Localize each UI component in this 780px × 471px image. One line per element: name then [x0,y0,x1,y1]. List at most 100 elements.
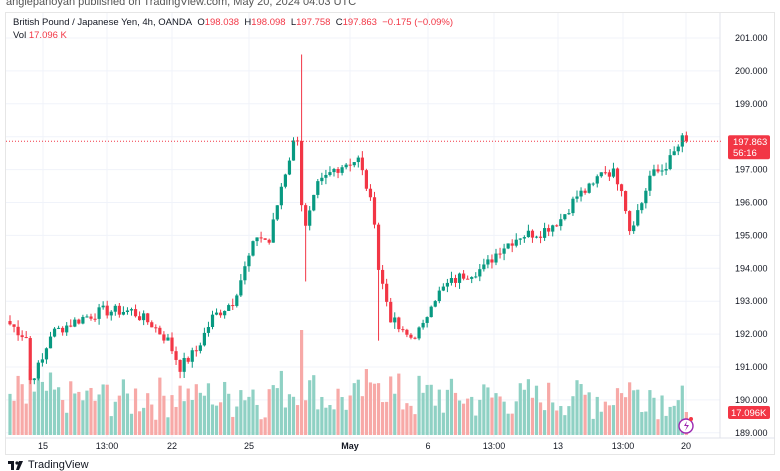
volume-bar [486,387,490,435]
candle-body [73,319,77,327]
time-tick-label: 13:00 [612,441,635,451]
candle-body [12,324,16,327]
candle-body [603,172,607,174]
candle-body [372,197,377,225]
candle-body [150,322,154,328]
volume-bar [401,409,405,435]
volume-bar [69,381,73,435]
candle-body [672,151,676,156]
candle-body [502,248,506,254]
volume-bar [664,415,668,435]
candle-body [142,313,146,321]
symbol-title[interactable]: British Pound / Japanese Yen, 4h, OANDA [13,17,193,28]
last-price-tag [728,135,770,160]
volume-bar [28,369,32,435]
candle-body [619,184,624,192]
volume-bar [648,390,652,435]
volume-bar [316,409,320,435]
notification-dot-icon [689,417,693,421]
volume-bar [628,382,632,435]
candle-body [385,283,389,302]
candle-body [32,378,36,381]
candle-body [251,241,255,256]
volume-bar [425,384,429,435]
volume-bar [117,395,121,435]
candle-body [320,177,324,182]
candle-body [275,205,279,220]
candle-body [344,164,348,168]
candle-body [129,309,134,311]
candle-body [490,259,494,263]
volume-bar [267,389,271,435]
volume-bar [579,384,583,435]
candle-body [457,273,462,283]
volume-bar [385,401,389,435]
volume-bar [324,407,328,435]
time-tick-label: 20 [681,441,691,451]
volume-bar [575,380,579,435]
candle-body [680,135,684,147]
volume-bar [332,409,336,435]
volume-bar [57,387,61,435]
volume-bar [251,389,255,435]
close-value: 197.863 [342,17,377,28]
candle-body [194,350,198,352]
candle-body [48,336,53,349]
candle-body [312,194,316,211]
time-tick-label: 22 [167,441,177,451]
candle-body [506,243,510,249]
volume-bar [328,405,332,435]
volume-bar [194,384,198,435]
volume-bar [559,406,563,435]
volume-bar [308,380,312,435]
candle-body [202,332,206,346]
candle-body [494,253,498,263]
candle-body [611,168,616,177]
volume-bar [300,330,304,435]
candle-body [397,317,401,330]
candle-body [555,225,559,227]
candle-body [421,322,425,328]
volume-bar [166,417,170,435]
candle-body [567,213,571,215]
volume-bar [636,389,640,435]
volume-bar [348,395,352,435]
candle-body [660,170,664,172]
volume-bar [352,383,356,435]
volume-bar [231,416,235,435]
volume-bar [466,398,470,435]
volume-bar [52,389,57,435]
volume-bar [376,383,381,435]
candle-body [470,277,474,279]
volume-bar [506,413,510,435]
price-tick-label: 197.000 [735,165,768,175]
volume-bar [271,385,275,435]
volume-bar [360,396,364,435]
volume-bar [490,397,494,435]
candle-body [174,351,178,360]
publisher-line: anglepanoyan published on TradingView.co… [6,0,357,8]
volume-bar [129,413,134,435]
candle-body [393,317,397,323]
candle-body [413,337,417,339]
volume-bar [494,393,498,435]
candle-body [227,305,231,311]
candle-body [632,225,636,232]
volume-bar [178,385,182,435]
candle-body [263,238,267,240]
volume-bar [595,396,599,435]
candle-body [356,157,360,163]
volume-bar [474,415,478,435]
candle-body [522,237,526,239]
candle-body [336,168,340,173]
candle-body [628,211,632,232]
candle-body [291,140,296,161]
volume-tag [728,406,770,419]
volume-bar [16,375,20,435]
candle-body [146,313,150,323]
candle-body [267,239,271,243]
time-tick-label: 6 [425,441,430,451]
chart-legend: British Pound / Japanese Yen, 4h, OANDA … [13,16,453,42]
volume-bar [109,416,113,435]
